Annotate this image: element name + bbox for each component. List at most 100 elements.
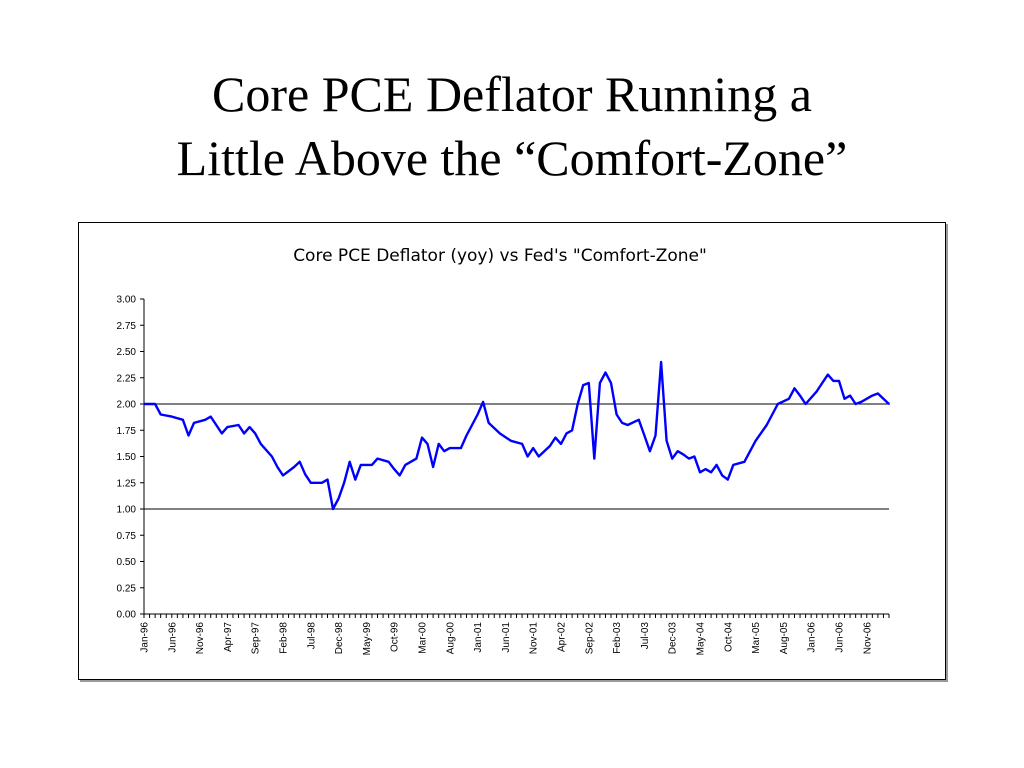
y-tick-label: 1.00 <box>117 505 137 516</box>
data-point <box>654 434 657 437</box>
data-point <box>699 471 701 474</box>
x-tick-label: Apr-97 <box>223 622 234 652</box>
core-pce-series-line <box>144 360 890 511</box>
data-point <box>593 457 596 460</box>
data-point <box>710 471 712 474</box>
data-point <box>404 464 407 466</box>
x-tick-label: Mar-00 <box>417 622 428 654</box>
data-point <box>337 497 340 500</box>
y-tick-label: 1.25 <box>117 478 137 489</box>
data-point <box>282 474 284 477</box>
data-point <box>788 397 790 400</box>
data-point <box>415 457 418 460</box>
data-point <box>526 455 529 458</box>
y-tick-label: 1.75 <box>117 426 137 437</box>
chart-frame: Core PCE Deflator (yoy) vs Fed's "Comfor… <box>78 222 946 680</box>
data-point <box>243 432 245 435</box>
x-tick-label: Jun-06 <box>834 622 845 653</box>
data-point <box>448 447 451 449</box>
axes: 0.00 0.25 0.50 0.75 1.00 1.25 1.50 1.75 2.00 2.25… <box>117 295 890 656</box>
x-tick-label: May-99 <box>362 622 373 656</box>
x-tick-label: Dec-98 <box>334 622 345 655</box>
x-tick-label: Nov-96 <box>195 622 206 655</box>
data-point <box>548 445 551 447</box>
data-point <box>298 460 301 463</box>
data-point <box>254 432 257 435</box>
data-point <box>193 422 195 424</box>
data-point <box>587 382 590 384</box>
data-point <box>421 436 423 439</box>
data-point <box>682 453 685 456</box>
data-point <box>637 418 640 421</box>
data-point <box>376 457 379 460</box>
x-tick-label: Sep-02 <box>584 622 595 655</box>
data-point <box>326 478 329 481</box>
x-tick-label: May-04 <box>695 622 706 656</box>
data-point <box>498 432 501 435</box>
x-tick-label: Aug-05 <box>779 622 790 655</box>
data-point <box>732 464 735 466</box>
data-point <box>510 439 512 442</box>
data-point <box>432 466 435 468</box>
data-point <box>270 455 273 458</box>
data-point <box>832 380 835 382</box>
data-point <box>332 508 334 510</box>
data-point <box>876 392 879 395</box>
data-point <box>259 443 262 445</box>
data-point <box>443 450 446 453</box>
data-point <box>143 403 145 405</box>
data-point <box>565 432 568 435</box>
data-point <box>826 373 829 376</box>
data-point <box>293 466 296 468</box>
data-point <box>426 443 429 445</box>
data-point <box>159 413 162 416</box>
data-point <box>871 394 874 397</box>
x-tick-label: Oct-99 <box>390 622 401 652</box>
data-point <box>687 457 690 460</box>
data-point <box>482 401 485 403</box>
data-point <box>170 415 173 418</box>
x-tick-label: Oct-04 <box>723 622 734 652</box>
data-point <box>460 447 462 449</box>
data-point <box>237 424 240 426</box>
data-point <box>704 468 707 470</box>
series-layer <box>143 360 890 511</box>
data-point <box>465 434 468 437</box>
x-tick-label: Jul-98 <box>306 622 317 650</box>
data-point <box>849 394 851 397</box>
y-tick-label: 0.50 <box>117 557 137 568</box>
data-point <box>693 455 696 458</box>
x-tick-label: Aug-00 <box>445 622 456 655</box>
data-point <box>776 403 779 405</box>
chart-title: Core PCE Deflator (yoy) vs Fed's "Comfor… <box>293 246 707 266</box>
data-point <box>532 447 535 449</box>
data-point <box>743 460 746 463</box>
x-tick-label: Apr-02 <box>556 622 567 652</box>
y-tick-label: 0.75 <box>117 531 137 542</box>
data-point <box>537 455 540 458</box>
data-point <box>671 457 674 460</box>
data-point <box>843 397 846 400</box>
x-tick-label: Jan-96 <box>140 622 151 653</box>
data-point <box>560 443 562 445</box>
data-point <box>665 439 668 442</box>
x-tick-label: Feb-03 <box>612 622 623 654</box>
line-chart: Core PCE Deflator (yoy) vs Fed's "Comfor… <box>117 246 890 656</box>
data-point <box>799 394 801 397</box>
data-point <box>487 422 490 424</box>
data-point <box>354 478 357 481</box>
data-point <box>387 460 390 463</box>
data-point <box>815 390 818 393</box>
data-point <box>398 474 401 477</box>
data-point <box>604 371 607 374</box>
y-tick-label: 1.50 <box>117 452 137 463</box>
data-point <box>860 401 863 403</box>
data-point <box>610 382 612 384</box>
x-tick-label: Mar-05 <box>751 622 762 654</box>
data-point <box>793 387 796 390</box>
data-point <box>854 403 857 405</box>
data-point <box>393 468 396 470</box>
data-point <box>154 403 157 405</box>
data-point <box>521 443 523 445</box>
data-point <box>576 403 579 405</box>
